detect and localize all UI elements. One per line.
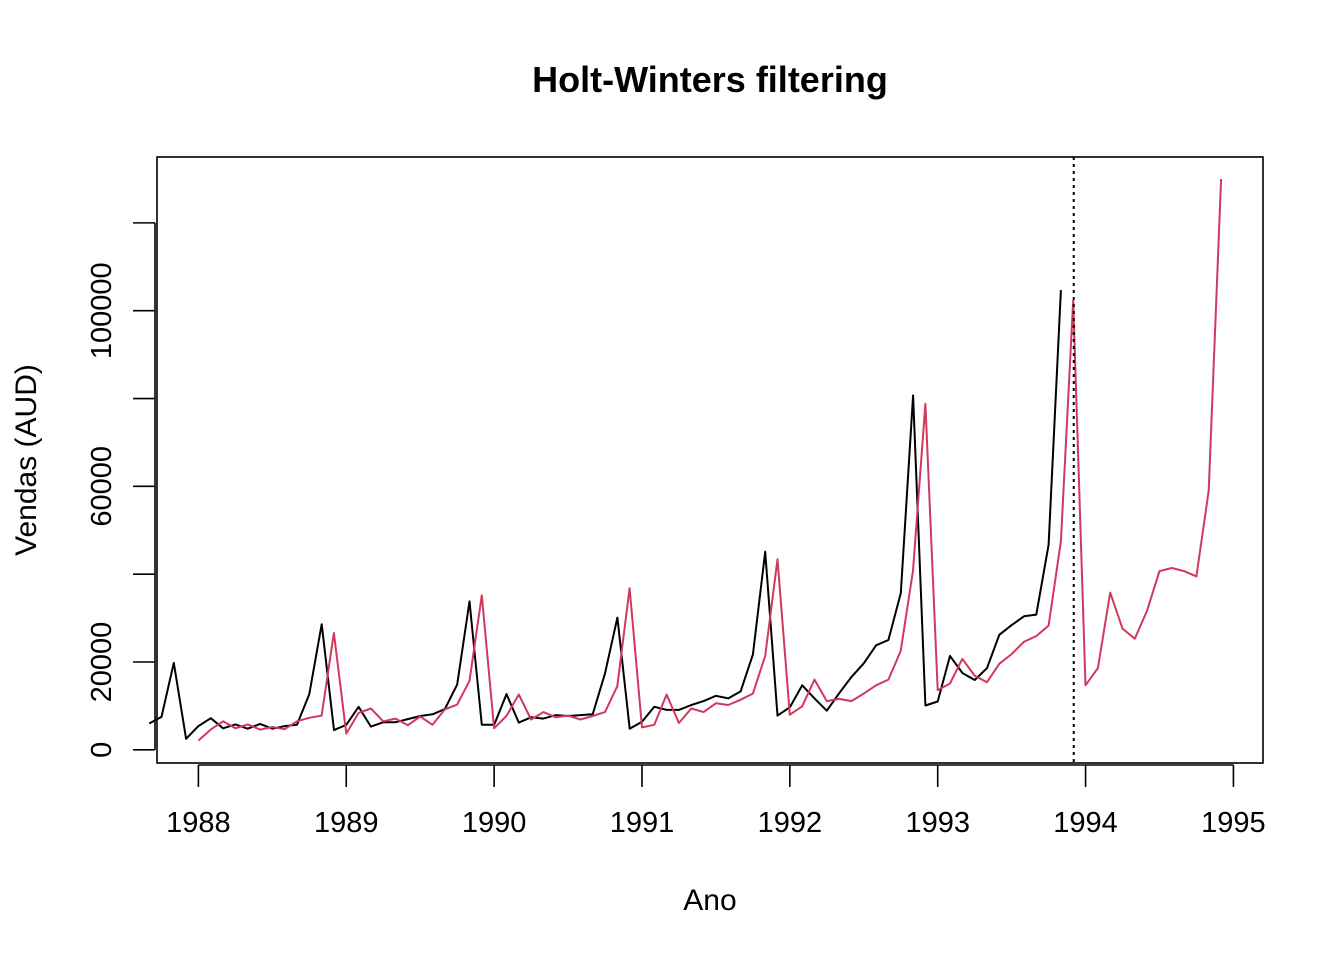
y-tick-label: 100000: [86, 262, 118, 359]
series-line: [148, 290, 1062, 740]
y-tick-label: 20000: [86, 622, 118, 703]
series-layer: [148, 178, 1223, 742]
x-tick-label: 1990: [462, 807, 527, 839]
y-tick-label: 60000: [86, 446, 118, 527]
y-axis: 0 20000 60000 100000: [86, 222, 156, 758]
x-tick-label: 1988: [166, 807, 231, 839]
x-axis: 1988 1989 1990 1991 1992 1993 1994 1995: [166, 764, 1266, 839]
y-axis-label: Vendas (AUD): [10, 364, 43, 556]
y-tick-label: 0: [86, 742, 118, 758]
x-axis-label: Ano: [683, 884, 736, 917]
x-tick-label: 1993: [905, 807, 970, 839]
x-tick-label: 1995: [1201, 807, 1266, 839]
chart-title: Holt-Winters filtering: [532, 59, 888, 100]
x-tick-label: 1992: [758, 807, 823, 839]
x-tick-label: 1991: [610, 807, 675, 839]
plot-frame: [156, 156, 1264, 764]
x-tick-label: 1989: [314, 807, 379, 839]
x-tick-label: 1994: [1053, 807, 1118, 839]
series-line: [197, 178, 1223, 742]
